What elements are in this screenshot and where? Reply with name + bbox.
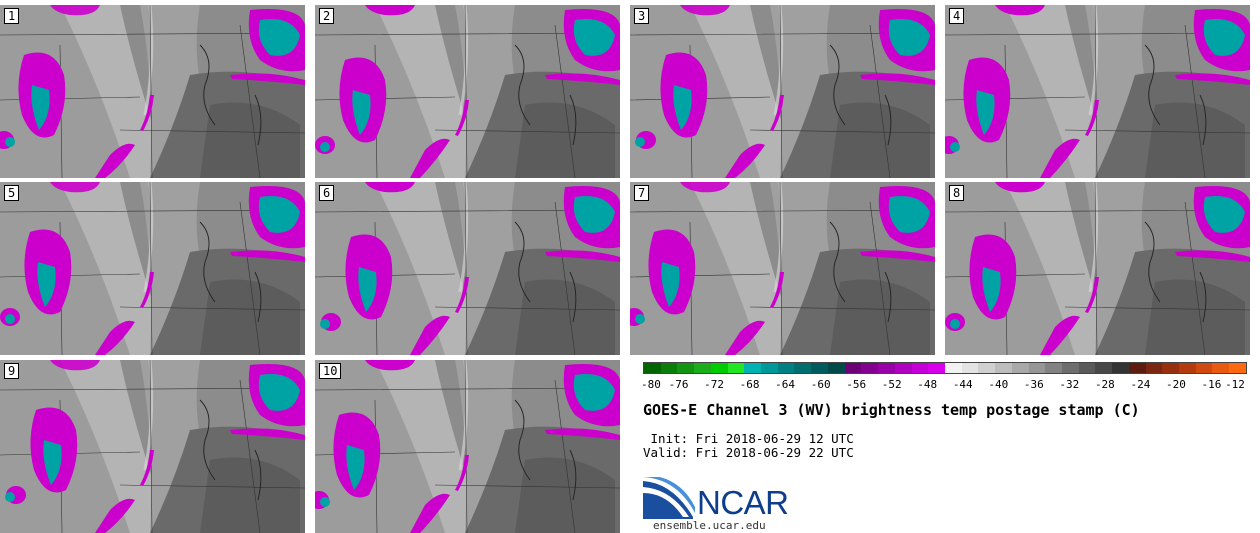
panel-number-label: 5 <box>4 185 20 201</box>
map-image <box>630 5 935 178</box>
colorbar-swatch <box>978 363 996 373</box>
colorbar-tick-label: -28 <box>1094 378 1115 391</box>
logo-text: NCAR <box>697 484 789 521</box>
colorbar-swatch <box>894 363 912 373</box>
map-image <box>315 360 620 533</box>
map-panel-2: 2 <box>315 5 620 178</box>
panel-number-label: 7 <box>634 185 650 201</box>
colorbar-tick-label: -60 <box>810 378 831 391</box>
colorbar-swatch <box>1195 363 1213 373</box>
map-image <box>945 182 1250 355</box>
init-time: Init: Fri 2018-06-29 12 UTC <box>643 431 854 446</box>
colorbar-tick-label: -64 <box>775 378 796 391</box>
panel-number-label: 6 <box>319 185 335 201</box>
colorbar-tick-label: -16 <box>1201 378 1222 391</box>
map-image <box>315 182 620 355</box>
colorbar-swatch <box>1045 363 1062 373</box>
map-panel-3: 3 <box>630 5 935 178</box>
colorbar-swatch <box>727 363 745 373</box>
map-panel-8: 8 <box>945 182 1250 355</box>
colorbar-swatch <box>861 363 879 373</box>
map-panel-4: 4 <box>945 5 1250 178</box>
colorbar-swatch <box>928 363 945 373</box>
map-panel-7: 7 <box>630 182 935 355</box>
panel-number-label: 8 <box>949 185 965 201</box>
map-image <box>0 182 305 355</box>
colorbar-swatch <box>710 363 728 373</box>
colorbar-swatch <box>644 363 661 373</box>
colorbar-ticks: -80 -76 -72 -68 -64 -60 -56 -52 -48 -44 -40 -36 -32 -… <box>641 378 1247 394</box>
panel-number-label: 4 <box>949 8 965 24</box>
map-panel-10: 10 <box>315 360 620 533</box>
panel-number-label: 1 <box>4 8 20 24</box>
colorbar-swatch <box>878 363 895 373</box>
colorbar <box>643 362 1247 374</box>
ncar-logo-icon <box>643 477 695 519</box>
panel-number-label: 2 <box>319 8 335 24</box>
colorbar-tick-label: -80 <box>641 378 661 391</box>
colorbar-swatch <box>911 363 929 373</box>
map-image <box>0 5 305 178</box>
colorbar-tick-label: -20 <box>1166 378 1186 391</box>
colorbar-swatch <box>1028 363 1046 373</box>
colorbar-swatch <box>794 363 812 373</box>
colorbar-swatch <box>1112 363 1129 373</box>
colorbar-tick-label: -48 <box>917 378 938 391</box>
valid-time: Valid: Fri 2018-06-29 22 UTC <box>643 445 854 460</box>
colorbar-swatch <box>1212 363 1230 373</box>
map-panel-9: 9 <box>0 360 305 533</box>
colorbar-swatch <box>660 363 678 373</box>
website-url: ensemble.ucar.edu <box>653 519 766 532</box>
colorbar-swatch <box>844 363 862 373</box>
colorbar-swatch <box>694 363 711 373</box>
colorbar-tick-label: -56 <box>846 378 867 391</box>
colorbar-tick-label: -68 <box>739 378 760 391</box>
panel-number-label: 9 <box>4 363 20 379</box>
colorbar-swatch <box>677 363 695 373</box>
colorbar-tick-label: -12 <box>1225 378 1245 391</box>
colorbar-swatch <box>1011 363 1029 373</box>
colorbar-swatch <box>1145 363 1163 373</box>
map-image <box>945 5 1250 178</box>
panel-number-label: 10 <box>319 363 342 379</box>
colorbar-swatch <box>961 363 979 373</box>
colorbar-swatch <box>1162 363 1179 373</box>
colorbar-tick-label: -76 <box>668 378 689 391</box>
panel-number-label: 3 <box>634 8 650 24</box>
colorbar-swatch <box>944 363 962 373</box>
colorbar-tick-label: -52 <box>881 378 902 391</box>
colorbar-tick-label: -36 <box>1023 378 1044 391</box>
colorbar-tick-label: -24 <box>1130 378 1151 391</box>
colorbar-tick-label: -40 <box>988 378 1009 391</box>
colorbar-swatch <box>827 363 845 373</box>
colorbar-swatch <box>1061 363 1079 373</box>
map-panel-6: 6 <box>315 182 620 355</box>
colorbar-swatch <box>744 363 762 373</box>
colorbar-tick-label: -32 <box>1059 378 1080 391</box>
figure-title: GOES-E Channel 3 (WV) brightness temp po… <box>643 401 1140 419</box>
colorbar-swatch <box>811 363 828 373</box>
colorbar-swatch <box>761 363 778 373</box>
colorbar-swatch <box>995 363 1012 373</box>
map-panel-5: 5 <box>0 182 305 355</box>
map-image <box>315 5 620 178</box>
map-image <box>630 182 935 355</box>
map-image <box>0 360 305 533</box>
colorbar-swatch <box>1095 363 1113 373</box>
colorbar-tick-label: -44 <box>952 378 973 391</box>
map-panel-1: 1 <box>0 5 305 178</box>
colorbar-swatch <box>777 363 795 373</box>
colorbar-tick-label: -72 <box>704 378 724 391</box>
colorbar-swatch <box>1229 363 1246 373</box>
colorbar-swatch <box>1128 363 1146 373</box>
colorbar-swatch <box>1078 363 1096 373</box>
colorbar-swatch <box>1179 363 1196 373</box>
